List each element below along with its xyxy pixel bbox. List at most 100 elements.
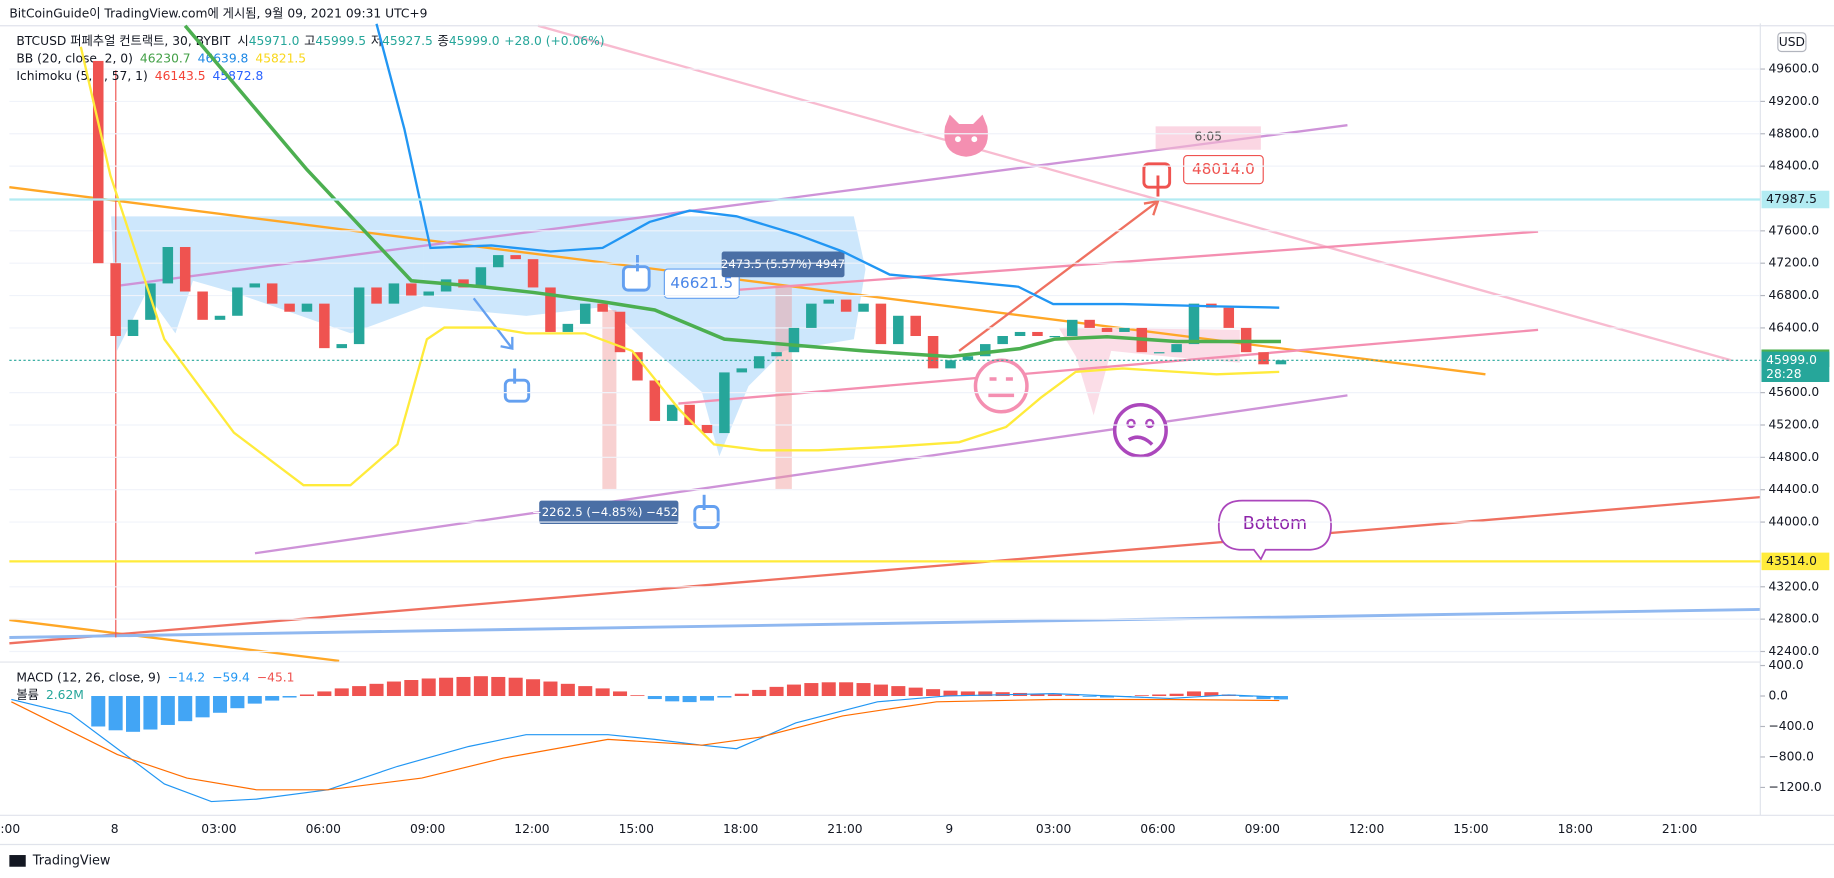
cloud xyxy=(1058,327,1240,416)
trend-line xyxy=(9,607,1761,639)
legend-item: 종 xyxy=(438,33,449,47)
x-tick-label: 09:00 xyxy=(410,822,445,836)
candle xyxy=(962,356,974,361)
y-tick-label: 0.0 xyxy=(1769,689,1789,703)
x-tick-label: 06:00 xyxy=(1140,822,1175,836)
y-tick-label: −1200.0 xyxy=(1769,780,1822,794)
histogram-bar xyxy=(752,689,767,697)
price-label: 45999.0 xyxy=(1766,353,1817,367)
price-label: 43514.0 xyxy=(1766,554,1817,568)
arrow xyxy=(472,297,514,350)
candle xyxy=(1014,331,1026,337)
legend-item: Ichimoku (5, 1, 57, 1) xyxy=(16,69,147,83)
histogram-bar xyxy=(1134,695,1149,697)
candle xyxy=(1223,307,1235,328)
histogram-bar xyxy=(856,683,871,697)
candle xyxy=(597,303,608,312)
legend-item: BTCUSD 퍼페추얼 컨트랙트, 30, BYBIT xyxy=(16,33,231,47)
histogram-bar xyxy=(369,683,384,697)
legend-item: 46230.7 xyxy=(140,51,191,65)
target-note: 48014.0 xyxy=(1192,160,1255,178)
legend-row: Ichimoku (5, 1, 57, 1) 46143.5 45872.8 xyxy=(16,69,263,83)
y-tick-label: −400.0 xyxy=(1769,719,1814,733)
candle xyxy=(1171,344,1182,353)
annotation-texts: 6:05 48014.0 46621.5 2473.5 (5.57%) 4947… xyxy=(532,129,1307,534)
currency[interactable]: USD xyxy=(1779,35,1805,49)
y-tick-label: 44400.0 xyxy=(1769,482,1820,496)
indicator-line xyxy=(375,23,1280,309)
legend-item: 45927.5 xyxy=(382,33,433,47)
histogram-bar xyxy=(786,684,801,697)
price-label-box xyxy=(1761,351,1830,382)
time-box xyxy=(1155,126,1261,150)
y-tick-label: 42400.0 xyxy=(1769,644,1820,658)
indicator-line xyxy=(11,698,1280,791)
histogram-bar xyxy=(804,683,819,697)
histogram-bar xyxy=(1239,696,1254,697)
histogram-bar xyxy=(386,681,401,697)
candle xyxy=(736,368,748,373)
legend-item: BB (20, close, 2, 0) xyxy=(16,51,133,65)
candle xyxy=(788,327,800,353)
published: BitCoinGuide이 TradingView.com에 게시됨, 9월 0… xyxy=(9,7,427,21)
candle xyxy=(527,259,539,288)
histogram-bar xyxy=(91,696,106,727)
legend-item: +28.0 (+0.06%) xyxy=(504,33,604,47)
histogram-bar xyxy=(960,691,975,697)
candle xyxy=(701,424,713,434)
candle xyxy=(1066,319,1078,337)
candle xyxy=(614,311,626,353)
legend-item: 45971.0 xyxy=(249,33,300,47)
histogram-bar xyxy=(212,696,228,713)
histogram-bar xyxy=(978,691,993,697)
legend-item: 45999.0 xyxy=(449,33,500,47)
legend-item: 저 xyxy=(371,33,382,47)
histogram-bar xyxy=(1204,692,1219,697)
x-tick-label: 21:00 xyxy=(827,822,862,836)
legend-item: 46143.5 xyxy=(155,69,206,83)
x-tick-label: 9 xyxy=(945,822,953,836)
histogram-bar xyxy=(682,696,697,703)
histogram-bar xyxy=(404,680,419,697)
candle xyxy=(753,356,765,369)
y-tick-label: −800.0 xyxy=(1769,749,1814,763)
candle xyxy=(1153,352,1165,354)
histogram-bar xyxy=(1169,693,1184,697)
histogram-bar xyxy=(195,696,210,718)
candle xyxy=(127,319,139,337)
measure-up: 2473.5 (5.57%) 4947 xyxy=(721,257,845,271)
candle xyxy=(579,303,591,324)
candle xyxy=(875,303,887,345)
candle xyxy=(423,291,434,296)
candle xyxy=(388,283,400,304)
legend-item: −45.1 xyxy=(257,670,295,684)
currency-button[interactable] xyxy=(1777,32,1807,53)
candle xyxy=(249,283,261,288)
candle xyxy=(1032,331,1043,337)
legend-item: −14.2 xyxy=(168,670,206,684)
candle xyxy=(1275,360,1287,365)
countdown: 28:28 xyxy=(1766,367,1801,381)
y-tick-label: 45600.0 xyxy=(1769,385,1820,399)
histogram-bar xyxy=(352,686,367,697)
legend-item: MACD (12, 26, close, 9) xyxy=(16,670,160,684)
y-tick-label: 49600.0 xyxy=(1769,62,1820,76)
histogram-bar xyxy=(456,676,471,697)
candle xyxy=(353,287,365,345)
logo xyxy=(9,855,26,867)
histogram-bar xyxy=(891,686,906,697)
candle xyxy=(110,263,121,337)
candle xyxy=(771,352,782,357)
time-note: 6:05 xyxy=(1194,129,1222,143)
histogram-bar xyxy=(1065,695,1080,697)
histogram-bar xyxy=(873,684,888,697)
histogram-bar xyxy=(508,677,523,697)
x-tick-label: 12:00 xyxy=(1349,822,1384,836)
candle xyxy=(980,344,991,357)
x-tick-label: 09:00 xyxy=(1245,822,1280,836)
candle xyxy=(545,287,556,332)
candle xyxy=(823,299,835,304)
candle xyxy=(162,247,174,284)
measure-label-box xyxy=(539,500,679,525)
